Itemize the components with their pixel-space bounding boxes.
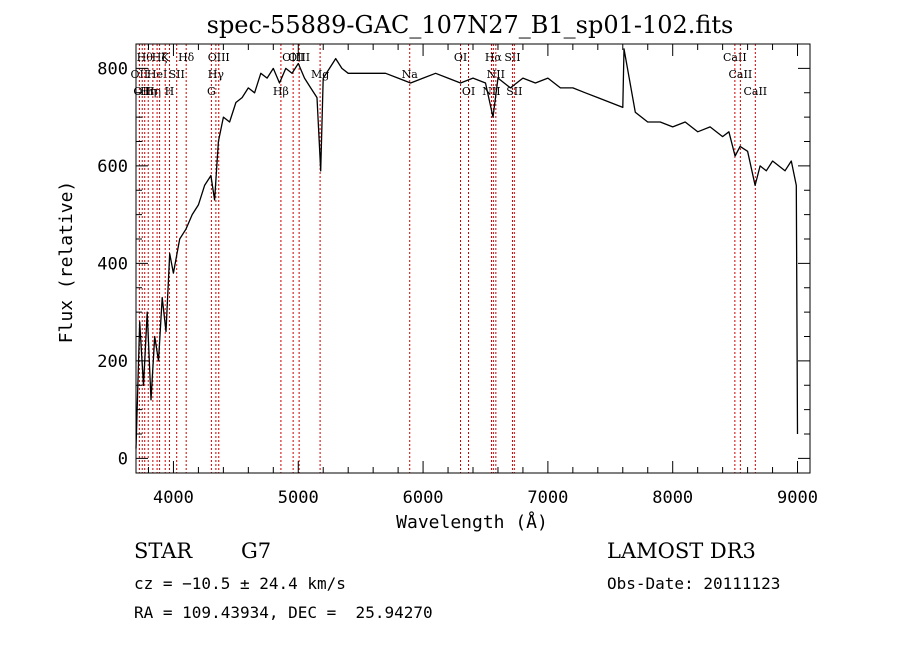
object-subclass: G7 — [241, 539, 272, 563]
line-marker-label: Na — [402, 68, 419, 81]
line-marker-label: OI — [454, 51, 467, 64]
spectrum-series — [135, 48, 799, 449]
line-marker-label: NII — [482, 85, 500, 98]
x-tick-label: 5000 — [278, 488, 319, 508]
y-tick-label: 200 — [97, 352, 128, 372]
line-marker-label: Hη — [140, 85, 156, 98]
line-marker-label: Mg — [311, 68, 329, 81]
y-tick-label: 600 — [97, 157, 128, 177]
line-marker-label: Hζ — [152, 51, 168, 64]
line-marker-label: Hβ — [273, 85, 289, 98]
line-marker-label: G — [207, 85, 216, 98]
line-marker-label: CaII — [743, 85, 767, 98]
line-marker-label: Hα — [485, 51, 503, 64]
line-marker-label: OII — [133, 85, 151, 98]
axes: 4000 5000 6000 7000 8000 9000 0 200 400 600 800 — [97, 44, 818, 508]
line-marker-label: HeI — [147, 68, 167, 81]
series-line-spectrum — [135, 48, 799, 449]
y-tick-label: 400 — [97, 254, 128, 274]
line-marker-label: Hδ — [178, 51, 195, 64]
line-marker-label: Hγ — [208, 68, 225, 81]
survey-label: LAMOST DR3 — [607, 539, 756, 563]
plot-frame — [135, 43, 811, 474]
y-tick-label: 800 — [97, 59, 128, 79]
x-tick-label: 8000 — [652, 488, 693, 508]
object-class: STAR — [134, 539, 193, 563]
redshift-text: cz = −10.5 ± 24.4 km/s — [134, 574, 346, 593]
line-marker-label: SII — [504, 51, 520, 64]
x-tick-label: 7000 — [527, 488, 568, 508]
line-marker-label: OIII — [208, 51, 230, 64]
x-tick-label: 6000 — [403, 488, 444, 508]
x-axis-label: Wavelength (Å) — [396, 511, 548, 533]
line-marker-label: SII — [169, 68, 185, 81]
line-marker-label: K — [161, 51, 170, 64]
coordinates-text: RA = 109.43934, DEC = 25.94270 — [134, 603, 433, 622]
line-marker-label: Hη — [145, 85, 161, 98]
y-axis-label: Flux (relative) — [56, 181, 77, 344]
obs-date: Obs-Date: 20111123 — [607, 574, 781, 593]
line-marker-label: CaII — [723, 51, 747, 64]
line-marker-label: OIII — [288, 51, 310, 64]
x-tick-label: 9000 — [777, 488, 818, 508]
chart-title: spec-55889-GAC_107N27_B1_sp01-102.fits — [207, 11, 734, 39]
line-marker-label: OII — [131, 68, 149, 81]
line-markers: OIIOIIHθHηHηHeIHζKHSIIHδGHγOIIIHβOIIIOII… — [131, 44, 767, 473]
x-tick-label: 4000 — [153, 488, 194, 508]
y-tick-label: 0 — [118, 449, 128, 469]
line-marker-label: Hθ — [137, 51, 154, 64]
line-marker-label: CaII — [729, 68, 753, 81]
line-marker-label: OI — [462, 85, 475, 98]
line-marker-label: H — [165, 85, 175, 98]
line-marker-label: NII — [487, 68, 505, 81]
